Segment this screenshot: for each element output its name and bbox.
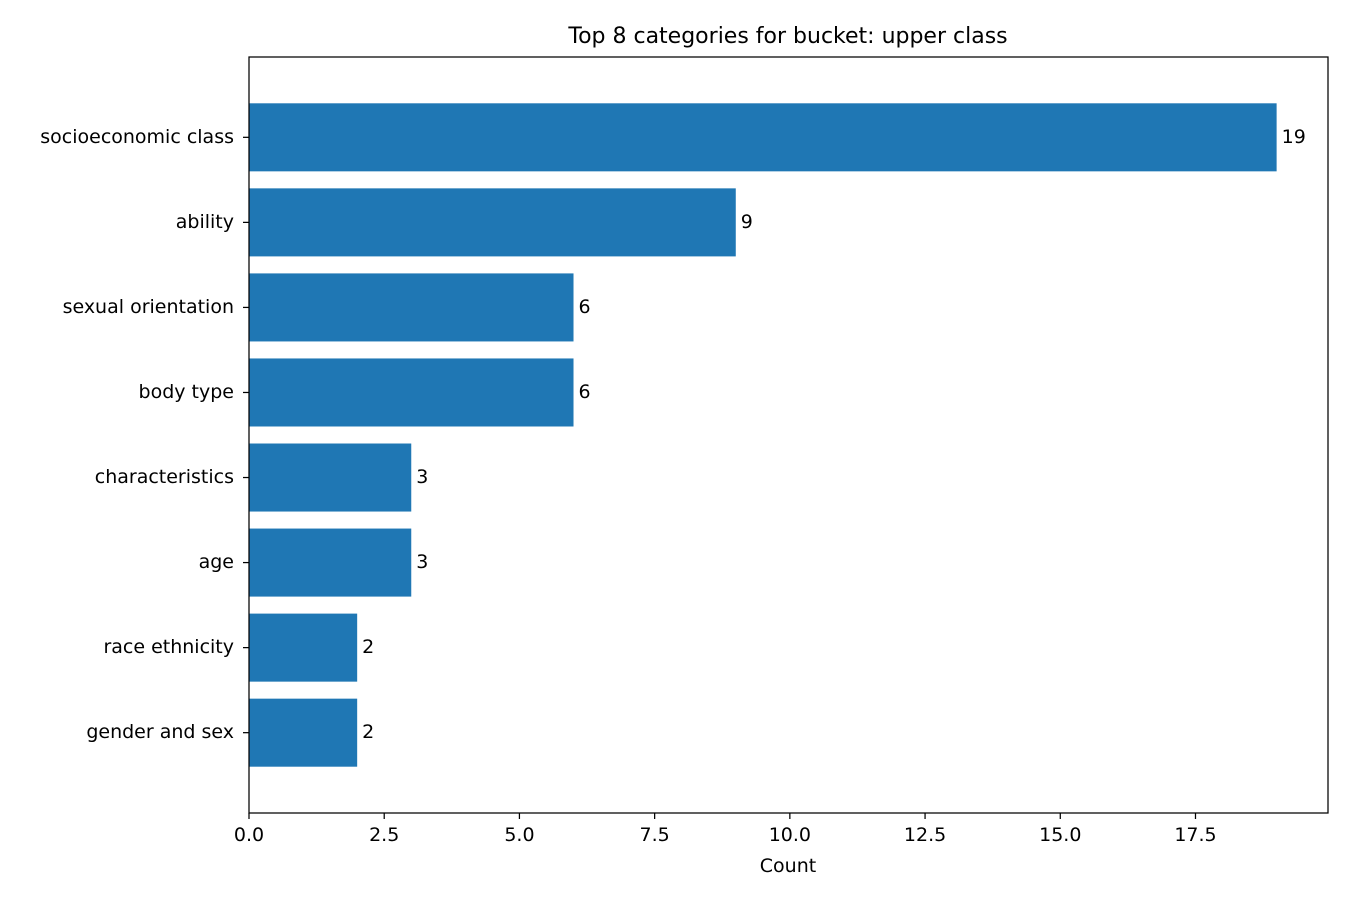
x-tick-label: 7.5 [640, 824, 670, 846]
y-tick-label: characteristics [95, 466, 234, 488]
y-tick-label: ability [176, 211, 234, 233]
x-tick-label: 12.5 [904, 824, 946, 846]
x-tick-label: 10.0 [769, 824, 811, 846]
x-tick-label: 17.5 [1174, 824, 1216, 846]
bar-value-label: 6 [579, 381, 591, 403]
bar-value-label: 3 [416, 466, 428, 488]
bar-value-label: 19 [1282, 126, 1306, 148]
bar [249, 698, 358, 767]
y-tick-label: sexual orientation [63, 296, 234, 318]
bar [249, 103, 1277, 172]
bar [249, 273, 574, 342]
plot-frame [248, 56, 1329, 814]
bar-value-label: 3 [416, 551, 428, 573]
bar [249, 613, 358, 682]
x-tick-label: 5.0 [504, 824, 534, 846]
x-tick-label: 0.0 [234, 824, 264, 846]
value-labels-layer: 19 9 6 6 3 3 2 2 [362, 126, 1306, 743]
chart-title: Top 8 categories for bucket: upper class [567, 24, 1007, 49]
y-tick-label: socioeconomic class [40, 126, 234, 148]
y-tick-label: body type [139, 381, 234, 403]
bar [249, 443, 412, 512]
bar [249, 528, 412, 597]
bar [249, 188, 736, 257]
bar-value-label: 6 [579, 296, 591, 318]
bars-layer [249, 103, 1277, 767]
y-tick-label: gender and sex [86, 721, 234, 743]
x-tick-label: 2.5 [369, 824, 399, 846]
y-tick-label: race ethnicity [103, 636, 234, 658]
x-axis-label: Count [760, 855, 816, 877]
bar-value-label: 2 [362, 636, 374, 658]
y-axis: socioeconomic class ability sexual orienta… [40, 126, 249, 743]
bar-value-label: 9 [741, 211, 753, 233]
x-axis: 0.0 2.5 5.0 7.5 10.0 12.5 15.0 17.5 [234, 813, 1217, 846]
bar-value-label: 2 [362, 721, 374, 743]
bar [249, 358, 574, 427]
y-tick-label: age [199, 551, 234, 573]
x-tick-label: 15.0 [1039, 824, 1081, 846]
